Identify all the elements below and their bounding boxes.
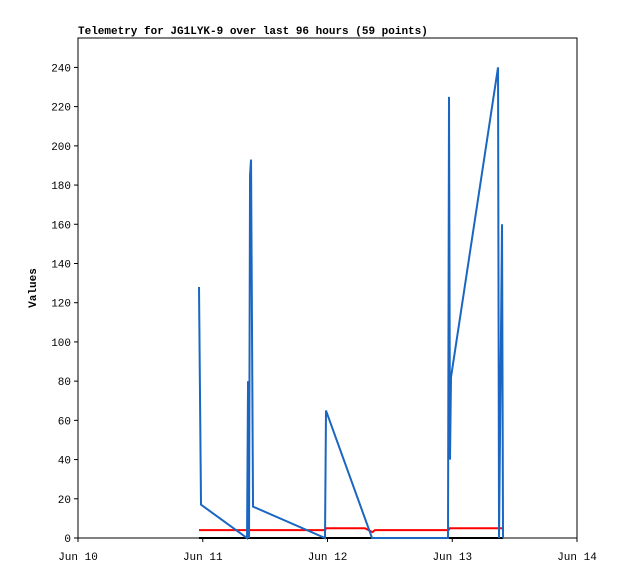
y-tick-label: 100: [51, 338, 71, 350]
y-tick-label: 40: [58, 456, 71, 468]
y-tick-label: 80: [58, 377, 71, 389]
y-tick-label: 60: [58, 416, 71, 428]
y-tick-label: 160: [51, 220, 71, 232]
y-tick-label: 220: [51, 103, 71, 115]
y-axis-label: Values: [28, 268, 40, 308]
y-tick-label: 140: [51, 259, 71, 271]
series-line: [198, 67, 505, 540]
x-tick-label: Jun 11: [183, 552, 223, 564]
x-tick-label: Jun 12: [308, 552, 348, 564]
chart-title: Telemetry for JG1LYK-9 over last 96 hour…: [78, 26, 428, 38]
y-tick-label: 20: [58, 495, 71, 507]
x-tick-label: Jun 10: [58, 552, 98, 564]
x-tick-label: Jun 13: [432, 552, 472, 564]
y-tick-label: 180: [51, 181, 71, 193]
y-tick-label: 0: [64, 534, 71, 546]
y-tick-label: 240: [51, 63, 71, 75]
series-line: [199, 527, 503, 534]
y-tick-label: 200: [51, 142, 71, 154]
x-tick-label: Jun 14: [557, 552, 597, 564]
y-tick-label: 120: [51, 299, 71, 311]
